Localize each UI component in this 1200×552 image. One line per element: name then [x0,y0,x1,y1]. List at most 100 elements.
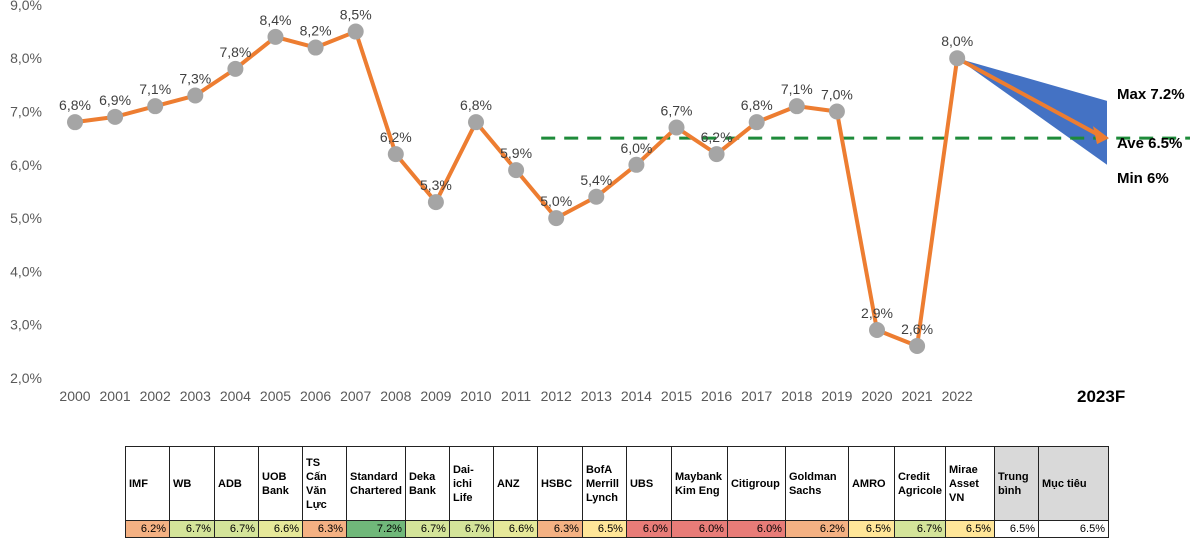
table-header-cell: ANZ [492,446,538,521]
table-value-cell: 6.5% [847,520,895,538]
data-label: 6,7% [661,102,693,118]
x-tick-label: 2005 [260,388,291,404]
data-label: 7,8% [219,44,251,60]
table-header-cell: AMRO [847,446,895,521]
data-label: 8,0% [941,33,973,49]
table-header-cell: IMF [125,446,170,521]
data-point [347,23,364,40]
table-header-cell: Mirae Asset VN [944,446,995,521]
x-tick-label: 2001 [100,388,131,404]
data-label: 7,1% [139,81,171,97]
data-label: 6,2% [380,129,412,145]
x-tick-label: 2011 [501,388,531,404]
data-label: 7,3% [179,71,211,87]
data-point [548,210,565,227]
data-point [869,322,885,339]
data-point [227,60,244,77]
data-point [628,156,645,173]
table-header-cell: UOB Bank [258,446,303,521]
forecast-max-label: Max 7.2% [1117,86,1185,103]
y-tick-label: 8,0% [10,50,42,66]
x-tick-label: 2018 [781,388,812,404]
forecast-fan-area [957,58,1107,165]
forecast-fan [957,58,1107,165]
x-tick-label: 2004 [220,388,251,404]
table-header-cell: Mục tiêu [1037,446,1109,521]
table-value-row: 6.2% 6.7% 6.7% 6.6% 6.3% 7.2% 6.7% 6.7% 6.6% 6.3%… [125,520,1109,538]
table-value-cell: 6.5% [993,520,1039,538]
table-value-cell: 6.7% [214,520,259,538]
y-tick-label: 3,0% [10,317,42,333]
table-header-cell: ADB [214,446,259,521]
x-tick-label: 2009 [420,388,451,404]
data-label: 5,0% [540,193,572,209]
data-point [508,162,525,179]
series-line-group [74,29,1109,349]
data-label: 6,8% [59,97,91,113]
x-tick-label: 2002 [140,388,171,404]
x-tick-label: 2022 [942,388,973,404]
table-header-cell: WB [169,446,215,521]
data-label: 6,9% [99,92,131,108]
table-header-cell: UBS [625,446,672,521]
data-label: 6,2% [701,129,733,145]
data-point [468,114,484,131]
x-tick-label: 2013 [581,388,612,404]
table-value-cell: 6.2% [125,520,170,538]
table-header-cell: HSBC [536,446,583,521]
data-point [828,103,845,120]
table-header-cell: BofA Merrill Lynch [581,446,627,521]
data-point [267,28,284,45]
data-label: 5,3% [420,177,452,193]
data-label: 2,9% [861,305,893,321]
data-label: 7,0% [821,87,853,103]
y-tick-label: 2,0% [10,370,42,386]
table-value-cell: 6.7% [893,520,946,538]
x-tick-label: 2006 [300,388,331,404]
table-value-cell: 6.6% [258,520,303,538]
x-tick-label: 2000 [59,388,90,404]
table-value-cell: 6.2% [784,520,849,538]
table-value-cell: 6.5% [581,520,627,538]
x-tick-label: 2010 [460,388,491,404]
x-axis-ticks: 2000 2001 2002 2003 2004 2005 2006 2007 2008 2009… [59,388,973,404]
x-tick-label: 2016 [701,388,732,404]
data-point [788,98,805,115]
data-point [708,146,725,163]
table-header-cell: Deka Bank [404,446,450,521]
data-point [107,108,124,125]
data-label: 5,4% [580,172,612,188]
table-header-row: IMF WB ADB UOB Bank TS Cấn Văn Lực Standard C… [125,446,1109,521]
data-label: 8,5% [340,7,372,23]
y-tick-label: 4,0% [10,263,42,279]
x-tick-label: 2021 [902,388,933,404]
table-value-cell: 6.3% [536,520,583,538]
forecast-ave-label: Ave 6.5% [1117,135,1182,152]
data-point [147,98,164,115]
table-header-cell: TS Cấn Văn Lực [302,446,347,521]
x-tick-label: 2012 [541,388,572,404]
x-tick-label: 2020 [861,388,892,404]
table-value-cell: 6.3% [302,520,347,538]
data-point [427,194,444,211]
data-point [307,39,324,56]
forecast-ave-line [956,56,1100,137]
table-header-cell: Goldman Sachs [784,446,849,521]
x-tick-label: 2017 [741,388,772,404]
growth-line-chart: 2,0%3,0%4,0%5,0%6,0%7,0%8,0%9,0% 2000 200… [10,0,1190,406]
data-point [748,114,765,131]
data-points [67,23,966,355]
data-label: 5,9% [500,145,532,161]
table-header-cell: Citigroup [726,446,786,521]
x-tick-label: 2008 [380,388,411,404]
data-point [949,50,966,67]
data-point [909,338,926,355]
data-point [67,114,83,131]
data-label: 7,1% [781,81,813,97]
data-label: 6,8% [460,97,492,113]
x-tick-label: 2014 [621,388,652,404]
table-header-cell: Trung bình [993,446,1039,521]
data-label: 6,8% [741,97,773,113]
table-value-cell: 6.5% [944,520,995,538]
table-value-cell: 6.0% [625,520,672,538]
